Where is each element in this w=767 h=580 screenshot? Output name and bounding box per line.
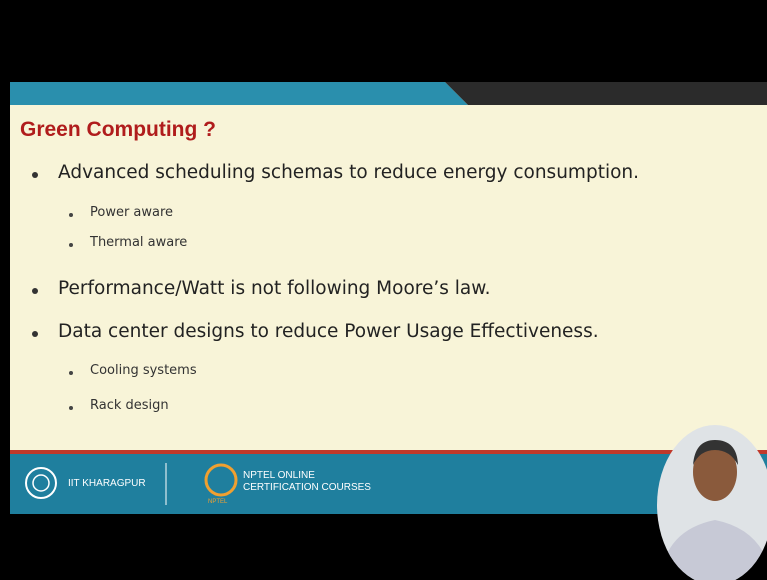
sub-bullet-dot [69, 213, 73, 217]
header-bar-dark [445, 82, 767, 105]
sub-bullet: Rack design [90, 398, 169, 413]
slide-frame: Green Computing ? Advanced scheduling sc… [0, 0, 767, 580]
sub-bullet: Cooling systems [90, 363, 197, 378]
bullet: Performance/Watt is not following Moore’… [58, 278, 491, 299]
bullet-dot [32, 288, 38, 294]
sub-bullet-dot [69, 371, 73, 375]
footer-course: NPTEL ONLINE [243, 470, 315, 481]
footer-line [10, 450, 767, 454]
sub-bullet-dot [69, 406, 73, 410]
sub-bullet: Power aware [90, 205, 173, 220]
bullet: Advanced scheduling schemas to reduce en… [58, 162, 639, 183]
sub-bullet-dot [69, 243, 73, 247]
header-bar [10, 82, 468, 105]
footer-institute: IIT KHARAGPUR [68, 478, 146, 489]
footer-logo-text: NPTEL [208, 499, 227, 505]
bullet-dot [32, 172, 38, 178]
sub-bullet: Thermal aware [90, 235, 187, 250]
bullet-dot [32, 331, 38, 337]
footer-course: CERTIFICATION COURSES [243, 482, 371, 493]
slide-title: Green Computing ? [20, 118, 216, 142]
bullet: Data center designs to reduce Power Usag… [58, 321, 599, 342]
